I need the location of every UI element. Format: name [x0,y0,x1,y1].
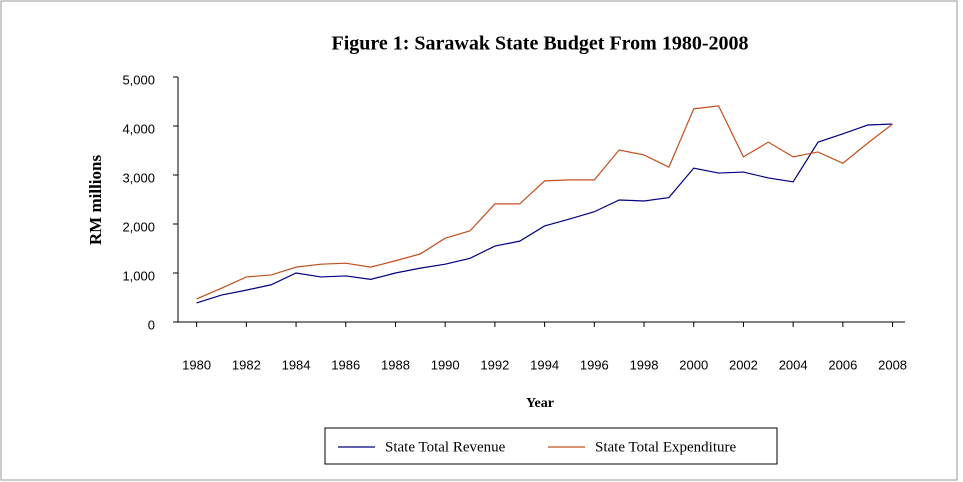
y-tick-label: 0 [148,317,155,332]
y-axis-label: RM millions [86,155,105,246]
x-tick-label: 1984 [282,357,311,372]
series-line [196,105,893,300]
x-tick-label: 1994 [530,357,559,372]
x-tick-label: 1990 [431,357,460,372]
x-axis-label: Year [526,396,554,411]
y-tick-label: 4,000 [122,121,155,136]
y-tick-label: 2,000 [122,219,155,234]
x-tick-label: 1992 [480,357,509,372]
chart-title: Figure 1: Sarawak State Budget From 1980… [331,33,748,55]
x-tick-label: 2004 [779,357,808,372]
x-tick-label: 2000 [679,357,708,372]
x-tick-label: 2006 [828,357,857,372]
x-tick-label: 2008 [878,357,907,372]
x-tick-label: 1982 [232,357,261,372]
x-tick-label: 1996 [580,357,609,372]
x-tick-label: 1980 [182,357,211,372]
x-tick-label: 1998 [630,357,659,372]
y-tick-label: 5,000 [122,72,155,87]
x-tick-label: 1988 [381,357,410,372]
x-tick-label: 2002 [729,357,758,372]
legend-label: State Total Expenditure [595,439,736,455]
series-line [196,123,893,304]
legend-label: State Total Revenue [385,439,506,455]
y-tick-label: 3,000 [122,170,155,185]
legend-box [324,427,778,465]
x-tick-label: 1986 [331,357,360,372]
y-tick-label: 1,000 [122,268,155,283]
